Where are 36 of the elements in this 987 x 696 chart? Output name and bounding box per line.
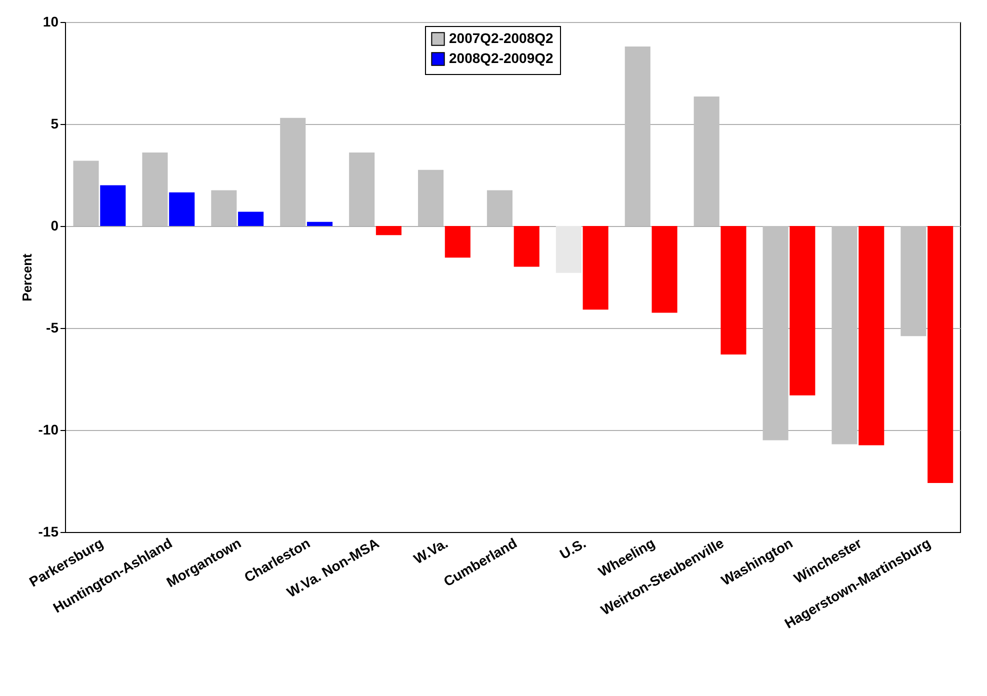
bar [900,226,926,336]
bar [73,160,99,226]
y-axis-title: Percent [19,252,34,302]
bar [652,226,678,313]
bar [211,190,237,226]
bar [694,96,720,226]
y-tick-label: 10 [42,14,59,30]
bar [100,185,126,226]
bar [349,152,375,226]
bar [169,192,195,226]
y-tick-label: -15 [38,524,59,540]
bar [790,226,816,396]
bar [486,190,512,226]
y-tick-label: 0 [50,218,59,234]
y-tick-label: -5 [46,320,59,336]
y-tick-label: 5 [50,116,59,132]
bar [280,118,306,226]
bar [142,152,168,226]
bar [762,226,788,440]
bar [376,226,402,236]
bar [624,46,650,226]
legend-label: 2007Q2-2008Q2 [449,30,554,46]
bar [928,226,954,484]
bar [832,226,858,444]
x-tick-label: U.S. [556,534,588,562]
bar [582,226,608,310]
y-tick-label: -10 [38,422,59,438]
bar [556,226,582,273]
bar [306,222,333,226]
bar [858,226,884,446]
legend-label: 2008Q2-2009Q2 [449,50,554,66]
bar [238,212,264,226]
bar [444,226,470,258]
bar [720,226,746,355]
bar [418,170,444,226]
bar [514,226,540,267]
